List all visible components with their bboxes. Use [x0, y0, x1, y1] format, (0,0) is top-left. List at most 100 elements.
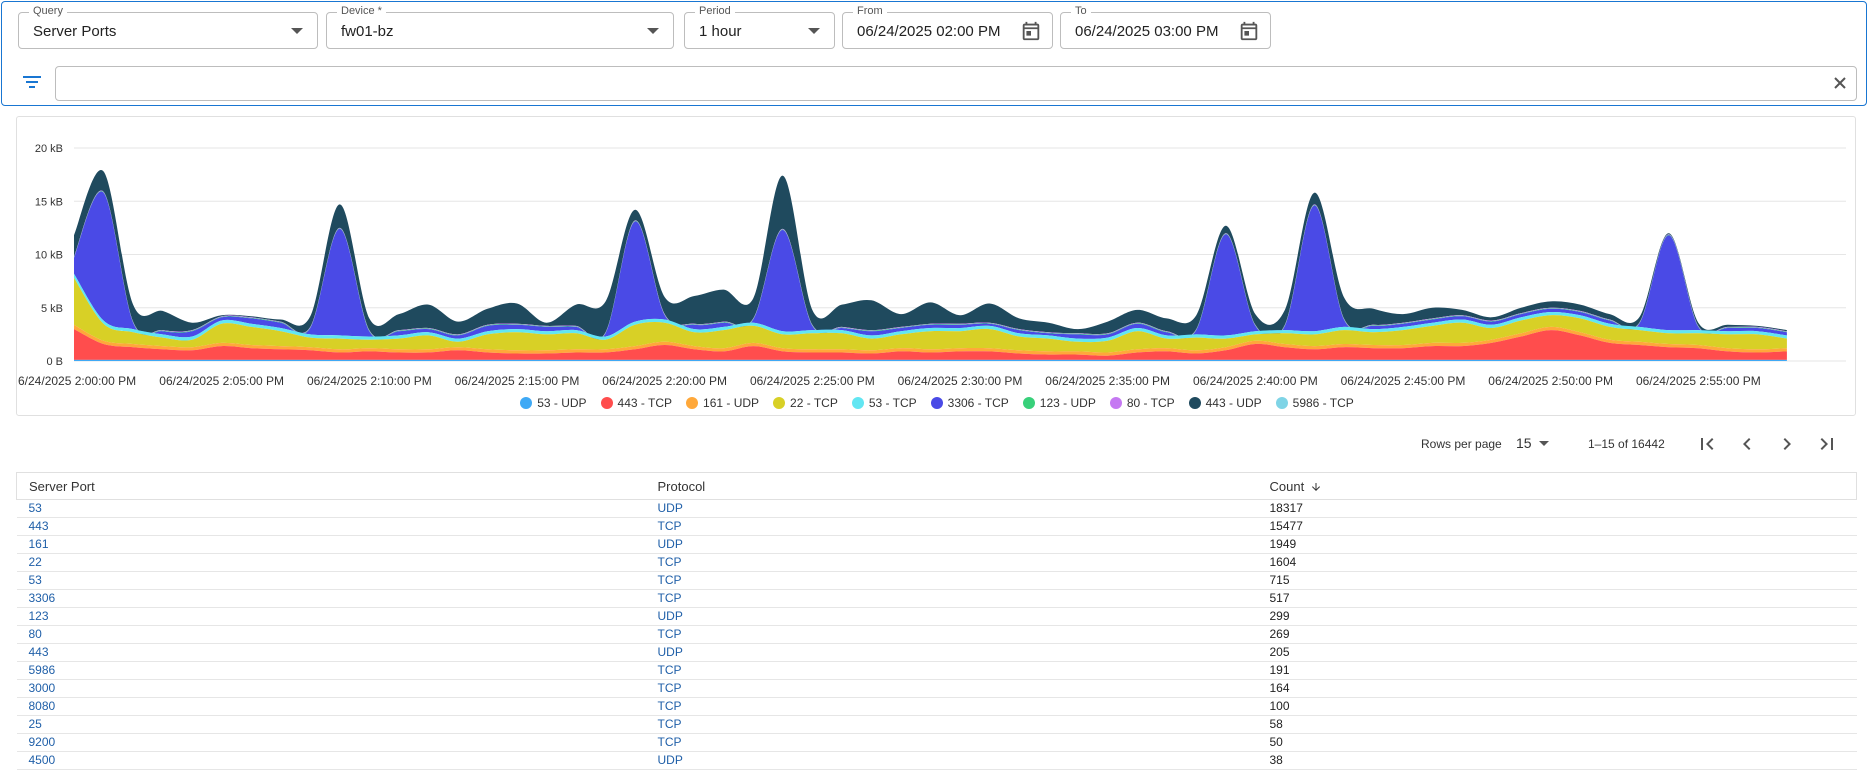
legend-item[interactable]: 123 - UDP [1022, 396, 1096, 410]
protocol-cell[interactable]: UDP [645, 535, 1258, 554]
area-series-53-tcp[interactable] [74, 273, 1787, 343]
protocol-cell[interactable]: TCP [645, 715, 1258, 734]
legend-item[interactable]: 80 - TCP [1109, 396, 1175, 410]
protocol-cell[interactable]: UDP [645, 643, 1258, 662]
column-header-protocol[interactable]: Protocol [645, 472, 1258, 500]
legend-item[interactable]: 53 - TCP [851, 396, 917, 410]
server-port-cell[interactable]: 3000 [16, 679, 646, 698]
table-row[interactable]: 3306 TCP 517 [16, 589, 1857, 608]
server-port-cell[interactable]: 443 [16, 517, 646, 536]
server-port-cell[interactable]: 123 [16, 607, 646, 626]
query-select[interactable]: Query Server Ports [18, 4, 318, 49]
table-row[interactable]: 443 TCP 15477 [16, 517, 1857, 536]
area-series-53-udp[interactable] [74, 359, 1787, 361]
protocol-cell[interactable]: TCP [645, 625, 1258, 644]
legend-item[interactable]: 5986 - TCP [1275, 396, 1354, 410]
legend-item[interactable]: 161 - UDP [686, 396, 759, 410]
query-label: Query [29, 4, 67, 18]
table-row[interactable]: 22 TCP 1604 [16, 553, 1857, 572]
x-tick-label: 06/24/2025 2:35:00 PM [1045, 374, 1170, 388]
protocol-cell[interactable]: TCP [645, 679, 1258, 698]
protocol-cell[interactable]: TCP [645, 589, 1258, 608]
legend-label: 443 - TCP [617, 396, 673, 410]
arrow-down-icon[interactable] [1310, 481, 1322, 493]
period-select[interactable]: Period 1 hour [684, 4, 835, 49]
filter-icon[interactable] [22, 74, 42, 90]
table-row[interactable]: 4500 UDP 38 [16, 751, 1857, 770]
device-label: Device * [337, 4, 386, 18]
column-header-server-port[interactable]: Server Port [16, 472, 646, 500]
table-header-row: Server Port Protocol Count [16, 472, 1857, 500]
table-row[interactable]: 8080 TCP 100 [16, 697, 1857, 716]
x-tick-label: 06/24/2025 2:50:00 PM [1488, 374, 1613, 388]
close-icon[interactable] [1832, 75, 1848, 91]
area-series-161-udp[interactable] [74, 324, 1787, 356]
server-port-cell[interactable]: 443 [16, 643, 646, 662]
area-series-443-tcp[interactable] [74, 329, 1787, 360]
server-port-cell[interactable]: 80 [16, 625, 646, 644]
protocol-cell[interactable]: UDP [645, 607, 1258, 626]
x-tick-label: 06/24/2025 2:30:00 PM [898, 374, 1023, 388]
server-port-cell[interactable]: 53 [16, 571, 646, 590]
table-row[interactable]: 80 TCP 269 [16, 625, 1857, 644]
server-port-cell[interactable]: 161 [16, 535, 646, 554]
protocol-cell[interactable]: UDP [645, 499, 1258, 518]
server-port-cell[interactable]: 4500 [16, 751, 646, 770]
legend-item[interactable]: 3306 - TCP [930, 396, 1009, 410]
server-port-cell[interactable]: 8080 [16, 697, 646, 716]
server-port-cell[interactable]: 25 [16, 715, 646, 734]
table-row[interactable]: 5986 TCP 191 [16, 661, 1857, 680]
chevron-down-icon[interactable] [1539, 441, 1549, 446]
column-header-count[interactable]: Count [1257, 472, 1857, 500]
server-port-cell[interactable]: 5986 [16, 661, 646, 680]
table-row[interactable]: 53 UDP 18317 [16, 499, 1857, 518]
protocol-cell[interactable]: UDP [645, 751, 1258, 770]
column-header-label: Protocol [657, 478, 706, 494]
last-page-icon[interactable] [1815, 432, 1839, 456]
first-page-icon[interactable] [1695, 432, 1719, 456]
table-row[interactable]: 3000 TCP 164 [16, 679, 1857, 698]
period-value: 1 hour [699, 23, 742, 40]
legend-dot-icon [1022, 397, 1035, 409]
legend-label: 5986 - TCP [1292, 396, 1354, 410]
area-series-443-udp[interactable] [74, 170, 1787, 339]
legend-item[interactable]: 22 - TCP [773, 396, 838, 410]
x-tick-label: 06/24/2025 2:55:00 PM [1636, 374, 1761, 388]
protocol-cell[interactable]: TCP [645, 517, 1258, 536]
table-row[interactable]: 53 TCP 715 [16, 571, 1857, 590]
legend-item[interactable]: 443 - UDP [1188, 396, 1262, 410]
legend-dot-icon [930, 397, 943, 409]
calendar-icon[interactable] [1020, 20, 1042, 42]
area-series-22-tcp[interactable] [74, 277, 1787, 353]
to-date-field[interactable]: To 06/24/2025 03:00 PM [1060, 4, 1271, 49]
next-page-icon[interactable] [1775, 432, 1799, 456]
protocol-cell[interactable]: TCP [645, 661, 1258, 680]
server-port-cell[interactable]: 9200 [16, 733, 646, 752]
table-row[interactable]: 25 TCP 58 [16, 715, 1857, 734]
table-row[interactable]: 161 UDP 1949 [16, 535, 1857, 554]
legend-dot-icon [1109, 397, 1122, 409]
server-port-cell[interactable]: 53 [16, 499, 646, 518]
server-port-cell[interactable]: 22 [16, 553, 646, 572]
legend-item[interactable]: 53 - UDP [520, 396, 587, 410]
table-row[interactable]: 9200 TCP 50 [16, 733, 1857, 752]
legend-dot-icon [1275, 397, 1288, 409]
y-tick-label: 20 kB [35, 143, 63, 155]
previous-page-icon[interactable] [1735, 432, 1759, 456]
protocol-cell[interactable]: TCP [645, 571, 1258, 590]
calendar-icon[interactable] [1238, 20, 1260, 42]
device-select[interactable]: Device * fw01-bz [326, 4, 674, 49]
table-row[interactable]: 123 UDP 299 [16, 607, 1857, 626]
count-cell: 18317 [1257, 499, 1857, 518]
filter-input-box[interactable] [55, 66, 1857, 101]
table-row[interactable]: 443 UDP 205 [16, 643, 1857, 662]
rows-per-page-select[interactable]: 15 [1516, 435, 1532, 451]
from-date-field[interactable]: From 06/24/2025 02:00 PM [842, 4, 1053, 49]
protocol-cell[interactable]: TCP [645, 553, 1258, 572]
legend-item[interactable]: 443 - TCP [600, 396, 673, 410]
protocol-cell[interactable]: TCP [645, 697, 1258, 716]
protocol-cell[interactable]: TCP [645, 733, 1258, 752]
filter-input[interactable] [66, 67, 1810, 99]
server-port-cell[interactable]: 3306 [16, 589, 646, 608]
chevron-down-icon [291, 28, 303, 34]
